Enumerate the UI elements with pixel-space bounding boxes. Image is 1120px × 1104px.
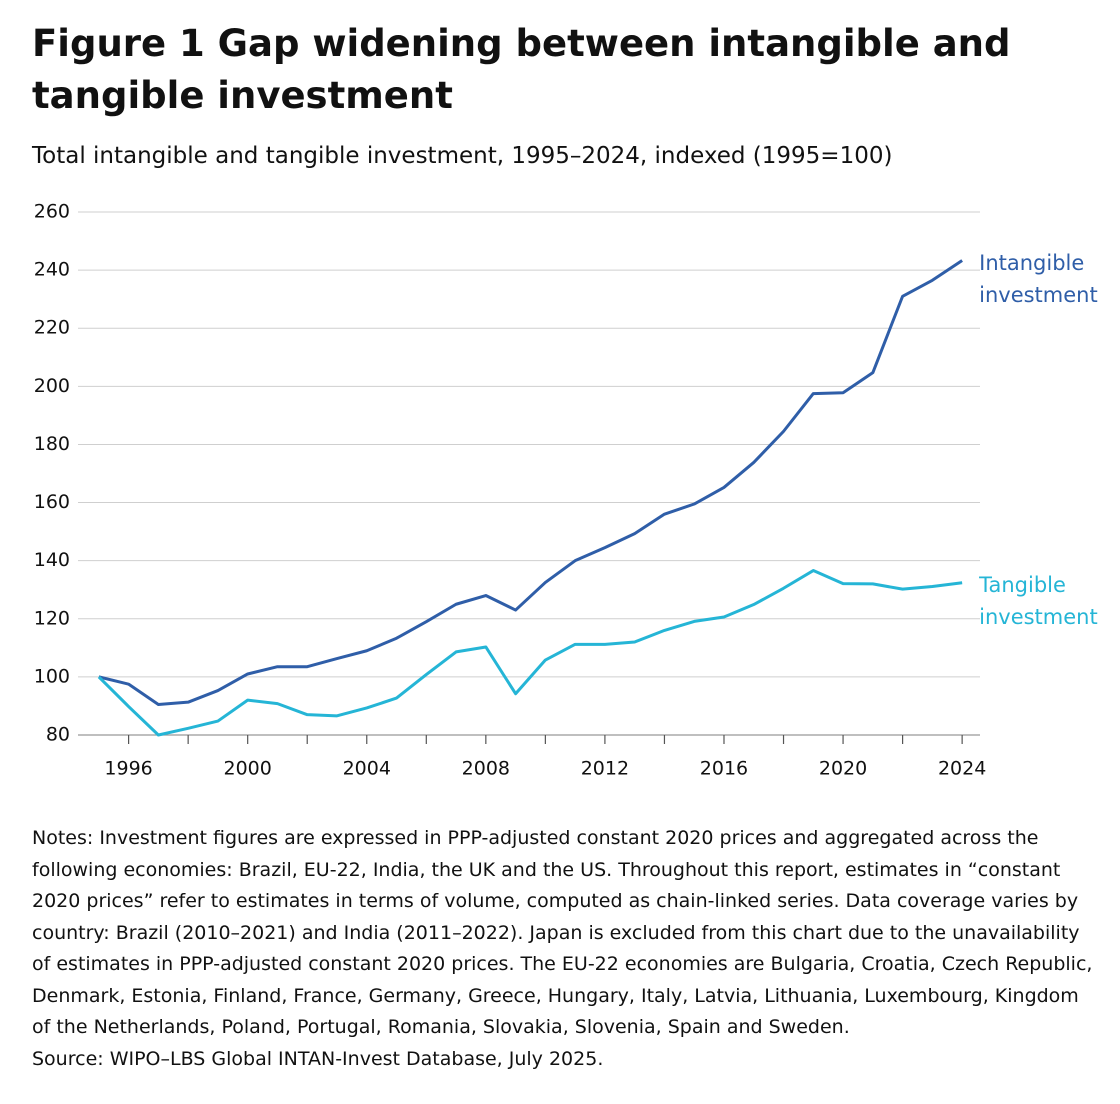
y-tick-label: 160 [34,491,70,513]
x-tick-label: 2020 [819,758,867,780]
series-line [98,259,963,706]
series-label: Intangible investment [979,250,1098,307]
y-tick-label: 260 [34,201,70,223]
x-tick-label: 2024 [938,758,986,780]
y-tick-label: 100 [34,665,70,687]
notes-text: Notes: Investment figures are expressed … [32,827,1093,1038]
series-label: Tangible investment [979,572,1098,629]
y-tick-label: 180 [34,433,70,455]
source: Source: WIPO–LBS Global INTAN-Invest Dat… [32,1047,604,1070]
y-tick-label: 240 [34,259,70,281]
y-tick-label: 200 [34,375,70,397]
x-tick-label: 2012 [581,758,629,780]
chart-title: Figure 1 Gap widening between intangible… [32,22,1011,117]
y-tick-label: 120 [34,607,70,629]
x-tick-label: 2008 [462,758,510,780]
x-tick-label: 1996 [104,758,152,780]
y-tick-label: 80 [46,724,70,746]
y-tick-label: 140 [34,549,70,571]
y-tick-label: 220 [34,317,70,339]
series-line [97,569,963,737]
x-tick-label: 2000 [224,758,272,780]
chart-subtitle: Total intangible and tangible investment… [32,143,893,169]
x-tick-label: 2004 [343,758,391,780]
notes: Notes: Investment figures are expressed … [32,823,1102,1075]
x-tick-label: 2016 [700,758,748,780]
